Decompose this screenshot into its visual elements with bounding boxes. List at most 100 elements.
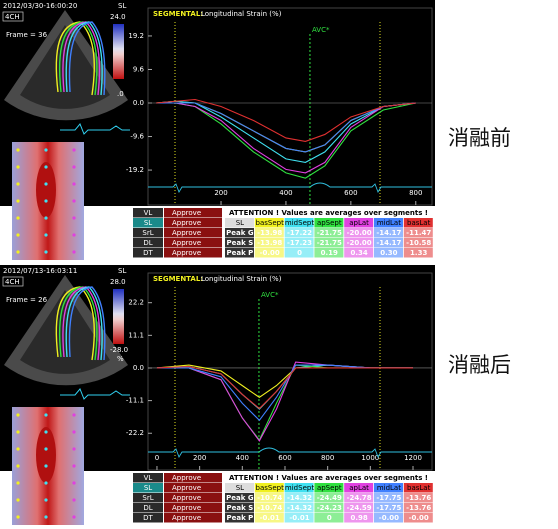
marker bbox=[16, 233, 20, 237]
strain-curve bbox=[156, 100, 416, 163]
marker bbox=[44, 182, 48, 186]
title-prefix: SEGMENTAL: bbox=[153, 275, 203, 283]
cell bbox=[133, 483, 163, 493]
cell bbox=[254, 238, 284, 248]
value: -20.00 bbox=[347, 229, 372, 237]
color-bar bbox=[113, 24, 124, 79]
x-tick-label: 1200 bbox=[404, 454, 422, 462]
value: -24.23 bbox=[317, 504, 342, 512]
value: -14.32 bbox=[287, 504, 312, 512]
plot-frame bbox=[147, 7, 433, 206]
status-value: Approve bbox=[172, 229, 201, 237]
status-key: DT bbox=[143, 249, 153, 257]
cell bbox=[133, 493, 163, 503]
cell bbox=[314, 238, 344, 248]
marker bbox=[16, 413, 20, 417]
color-bar bbox=[113, 289, 124, 344]
cell bbox=[344, 493, 374, 503]
cell bbox=[225, 218, 254, 228]
cell bbox=[374, 238, 403, 248]
timestamp: 2012/03/30-16:00:20 bbox=[3, 2, 77, 10]
marker bbox=[16, 182, 20, 186]
value: 1.33 bbox=[410, 249, 427, 257]
value: -14.17 bbox=[376, 229, 401, 237]
ecg bbox=[60, 388, 130, 400]
x-tick-label: 400 bbox=[279, 189, 292, 197]
cell bbox=[133, 513, 163, 523]
cell bbox=[344, 238, 374, 248]
y-tick-label: 11.1 bbox=[128, 331, 144, 339]
marker bbox=[16, 498, 20, 502]
cell bbox=[164, 513, 222, 523]
title: Longitudinal Strain (%) bbox=[201, 10, 282, 18]
cell bbox=[164, 208, 222, 218]
cell bbox=[284, 513, 314, 523]
view-box bbox=[2, 276, 24, 287]
value: 0.30 bbox=[380, 249, 397, 257]
marker bbox=[44, 430, 48, 434]
cell bbox=[225, 228, 254, 238]
header: apSept bbox=[317, 484, 342, 492]
marker bbox=[44, 216, 48, 220]
status-value: Approve bbox=[172, 219, 201, 227]
attention: ATTENTION ! Values are averages over seg… bbox=[229, 474, 428, 482]
marker bbox=[44, 250, 48, 254]
cell bbox=[133, 503, 163, 513]
value: 0 bbox=[297, 249, 302, 257]
marker bbox=[44, 464, 48, 468]
unit: .0 bbox=[117, 90, 124, 98]
marker bbox=[44, 498, 48, 502]
ultrasound-core bbox=[20, 290, 110, 374]
header: basSept bbox=[256, 219, 285, 227]
marker bbox=[72, 413, 76, 417]
value: -13.76 bbox=[406, 504, 431, 512]
cell bbox=[344, 503, 374, 513]
panel: 2012/03/30-16:00:20 4CH Frame = 36 SL 24.0 .0… bbox=[0, 0, 435, 260]
ecg bbox=[148, 447, 432, 459]
y-tick-label: 9.6 bbox=[133, 65, 145, 73]
cell bbox=[344, 228, 374, 238]
cell bbox=[164, 228, 222, 238]
cell bbox=[374, 248, 403, 258]
marker bbox=[44, 165, 48, 169]
cell bbox=[314, 493, 344, 503]
cell bbox=[403, 503, 433, 513]
view: 4CH bbox=[5, 278, 20, 286]
header: apLat bbox=[349, 484, 369, 492]
status-key: SL bbox=[144, 219, 152, 227]
value: -0.01 bbox=[289, 514, 309, 522]
value: -21.75 bbox=[317, 229, 342, 237]
status-value: Approve bbox=[172, 239, 201, 247]
cell bbox=[374, 493, 403, 503]
row-label: Peak G bbox=[226, 494, 254, 502]
cell bbox=[225, 493, 254, 503]
marker bbox=[16, 464, 20, 468]
marker bbox=[44, 148, 48, 152]
segment-trace bbox=[68, 286, 106, 361]
attention: ATTENTION ! Values are averages over seg… bbox=[229, 209, 428, 217]
cell bbox=[133, 228, 163, 238]
marker bbox=[44, 233, 48, 237]
y-tick-label: 0.0 bbox=[133, 99, 144, 107]
header: apLat bbox=[349, 219, 369, 227]
frame: Frame = 36 bbox=[6, 31, 48, 39]
status-key: DL bbox=[143, 239, 152, 247]
row-label: Peak S bbox=[227, 239, 254, 247]
cell bbox=[254, 513, 284, 523]
header: apSept bbox=[317, 219, 342, 227]
cell bbox=[403, 493, 433, 503]
status-value: Approve bbox=[172, 474, 201, 482]
x-tick-label: 400 bbox=[236, 454, 249, 462]
x-tick-label: 800 bbox=[409, 189, 422, 197]
marker bbox=[72, 148, 76, 152]
cell bbox=[133, 208, 163, 218]
cell bbox=[284, 248, 314, 258]
cell bbox=[344, 248, 374, 258]
marker bbox=[44, 199, 48, 203]
status-key: SrL bbox=[142, 494, 153, 502]
status-key: DL bbox=[143, 504, 152, 512]
cell bbox=[284, 483, 314, 493]
header: basLat bbox=[407, 484, 431, 492]
status-key: VL bbox=[144, 474, 153, 482]
value: -10.74 bbox=[257, 504, 282, 512]
